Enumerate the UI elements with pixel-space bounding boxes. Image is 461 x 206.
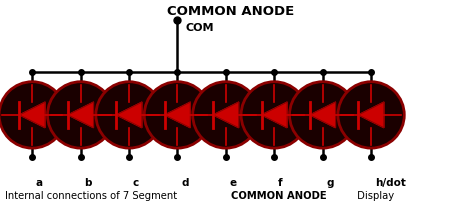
Ellipse shape (0, 82, 65, 148)
Text: Internal connections of 7 Segment: Internal connections of 7 Segment (5, 190, 180, 200)
Text: b: b (84, 177, 92, 187)
Ellipse shape (193, 82, 259, 148)
Ellipse shape (338, 82, 404, 148)
Polygon shape (68, 103, 94, 128)
Text: g: g (326, 177, 334, 187)
Ellipse shape (144, 82, 211, 148)
Text: COMMON ANODE: COMMON ANODE (231, 190, 326, 200)
Ellipse shape (290, 82, 356, 148)
Text: a: a (36, 177, 43, 187)
Text: e: e (230, 177, 236, 187)
Polygon shape (310, 103, 336, 128)
Polygon shape (165, 103, 190, 128)
Ellipse shape (241, 82, 307, 148)
Ellipse shape (47, 82, 114, 148)
Text: d: d (181, 177, 189, 187)
Ellipse shape (96, 82, 162, 148)
Text: COMMON ANODE: COMMON ANODE (167, 5, 294, 18)
Text: c: c (133, 177, 139, 187)
Text: f: f (278, 177, 283, 187)
Text: h/dot: h/dot (375, 177, 406, 187)
Polygon shape (261, 103, 287, 128)
Polygon shape (358, 103, 384, 128)
Polygon shape (116, 103, 142, 128)
Text: Display: Display (354, 190, 394, 200)
Text: COM: COM (186, 23, 214, 33)
Polygon shape (213, 103, 239, 128)
Polygon shape (19, 103, 45, 128)
